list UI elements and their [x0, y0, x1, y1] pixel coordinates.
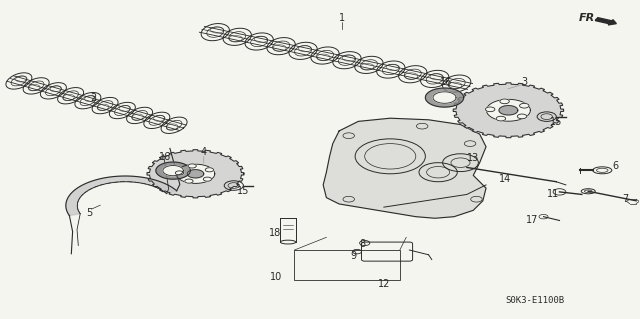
Text: 4: 4 — [201, 146, 207, 157]
Text: 9: 9 — [351, 251, 357, 261]
Text: 2: 2 — [90, 93, 97, 103]
Text: 17: 17 — [526, 215, 538, 226]
Text: 1: 1 — [339, 13, 346, 23]
Polygon shape — [176, 164, 215, 183]
Bar — [294, 250, 400, 280]
Text: 12: 12 — [378, 279, 390, 289]
Text: FR.: FR. — [579, 13, 600, 23]
Polygon shape — [499, 106, 518, 115]
Text: 13: 13 — [467, 153, 479, 163]
Polygon shape — [323, 118, 486, 218]
Polygon shape — [486, 99, 531, 121]
FancyArrow shape — [595, 18, 616, 25]
Circle shape — [204, 177, 212, 181]
Text: 16: 16 — [440, 77, 452, 87]
Circle shape — [500, 99, 509, 104]
Circle shape — [486, 107, 495, 112]
Circle shape — [520, 103, 529, 108]
Text: 10: 10 — [271, 272, 283, 282]
Text: 7: 7 — [622, 194, 628, 204]
Circle shape — [188, 164, 196, 168]
Text: 11: 11 — [547, 189, 559, 199]
Text: 3: 3 — [522, 77, 527, 87]
Polygon shape — [426, 88, 464, 107]
Polygon shape — [433, 92, 456, 103]
Polygon shape — [163, 166, 183, 176]
Polygon shape — [453, 83, 564, 138]
Polygon shape — [156, 162, 190, 179]
Circle shape — [517, 114, 527, 119]
Circle shape — [175, 171, 184, 175]
Text: 18: 18 — [269, 227, 282, 238]
Circle shape — [496, 116, 506, 121]
Text: 15: 15 — [550, 117, 563, 127]
Polygon shape — [188, 170, 204, 178]
Text: 8: 8 — [360, 239, 366, 249]
Polygon shape — [66, 176, 177, 216]
Text: 16: 16 — [159, 152, 172, 162]
Circle shape — [205, 168, 214, 172]
Text: 6: 6 — [612, 161, 619, 171]
Text: 14: 14 — [499, 174, 511, 183]
Text: S0K3-E1100B: S0K3-E1100B — [505, 296, 564, 305]
Polygon shape — [147, 150, 244, 198]
Text: 5: 5 — [86, 209, 92, 219]
Circle shape — [185, 179, 193, 183]
Text: 15: 15 — [237, 186, 250, 196]
